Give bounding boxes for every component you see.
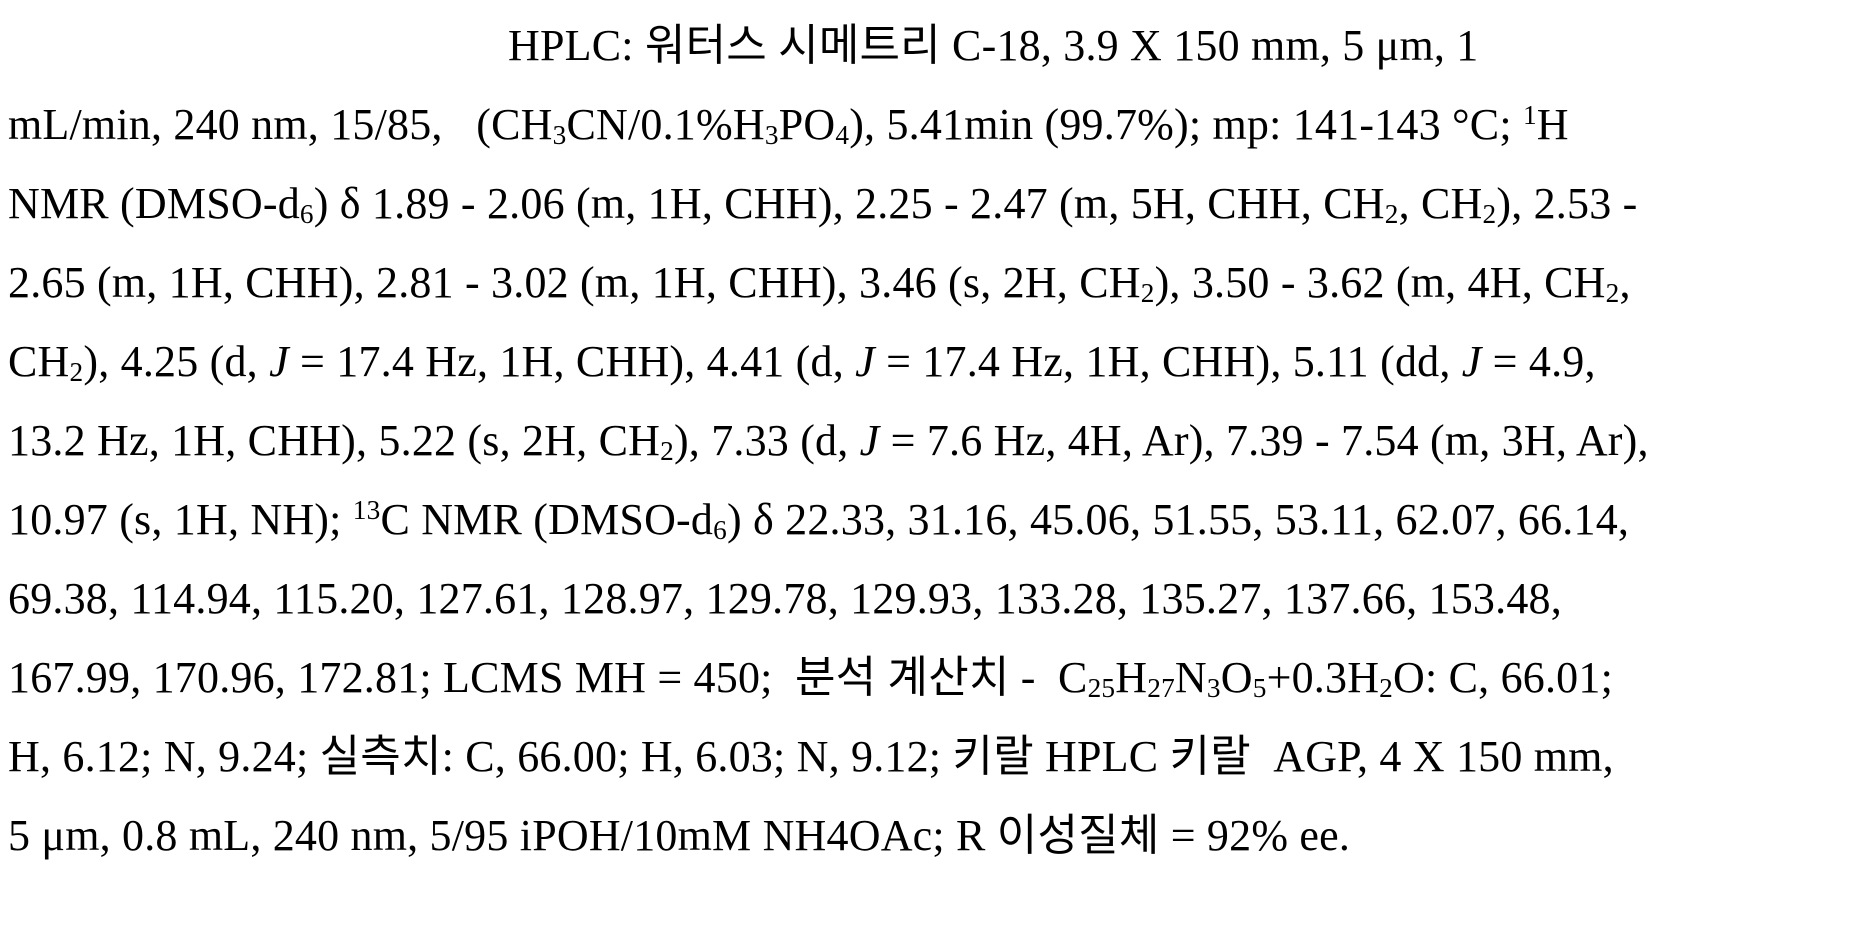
- text-line-4: 2.65 (m, 1H, CHH), 2.81 - 3.02 (m, 1H, C…: [8, 258, 1631, 308]
- text-line-6: 13.2 Hz, 1H, CHH), 5.22 (s, 2H, CH2), 7.…: [8, 416, 1649, 466]
- text-line-2: mL/min, 240 nm, 15/85, (CH3CN/0.1%H3PO4)…: [8, 100, 1569, 150]
- text-line-3: NMR (DMSO-d6) δ 1.89 - 2.06 (m, 1H, CHH)…: [8, 179, 1638, 229]
- text-line-8: 69.38, 114.94, 115.20, 127.61, 128.97, 1…: [8, 574, 1562, 623]
- text-line-11: 5 μm, 0.8 mL, 240 nm, 5/95 iPOH/10mM NH4…: [8, 811, 1351, 860]
- text-line-10: H, 6.12; N, 9.24; 실측치: C, 66.00; H, 6.03…: [8, 732, 1614, 781]
- text-line-7: 10.97 (s, 1H, NH); 13C NMR (DMSO-d6) δ 2…: [8, 495, 1630, 545]
- text-line-1: HPLC: 워터스 시메트리 C-18, 3.9 X 150 mm, 5 μm,…: [508, 21, 1479, 70]
- text-line-5: CH2), 4.25 (d, J = 17.4 Hz, 1H, CHH), 4.…: [8, 337, 1596, 387]
- text-line-9: 167.99, 170.96, 172.81; LCMS MH = 450; 분…: [8, 653, 1613, 703]
